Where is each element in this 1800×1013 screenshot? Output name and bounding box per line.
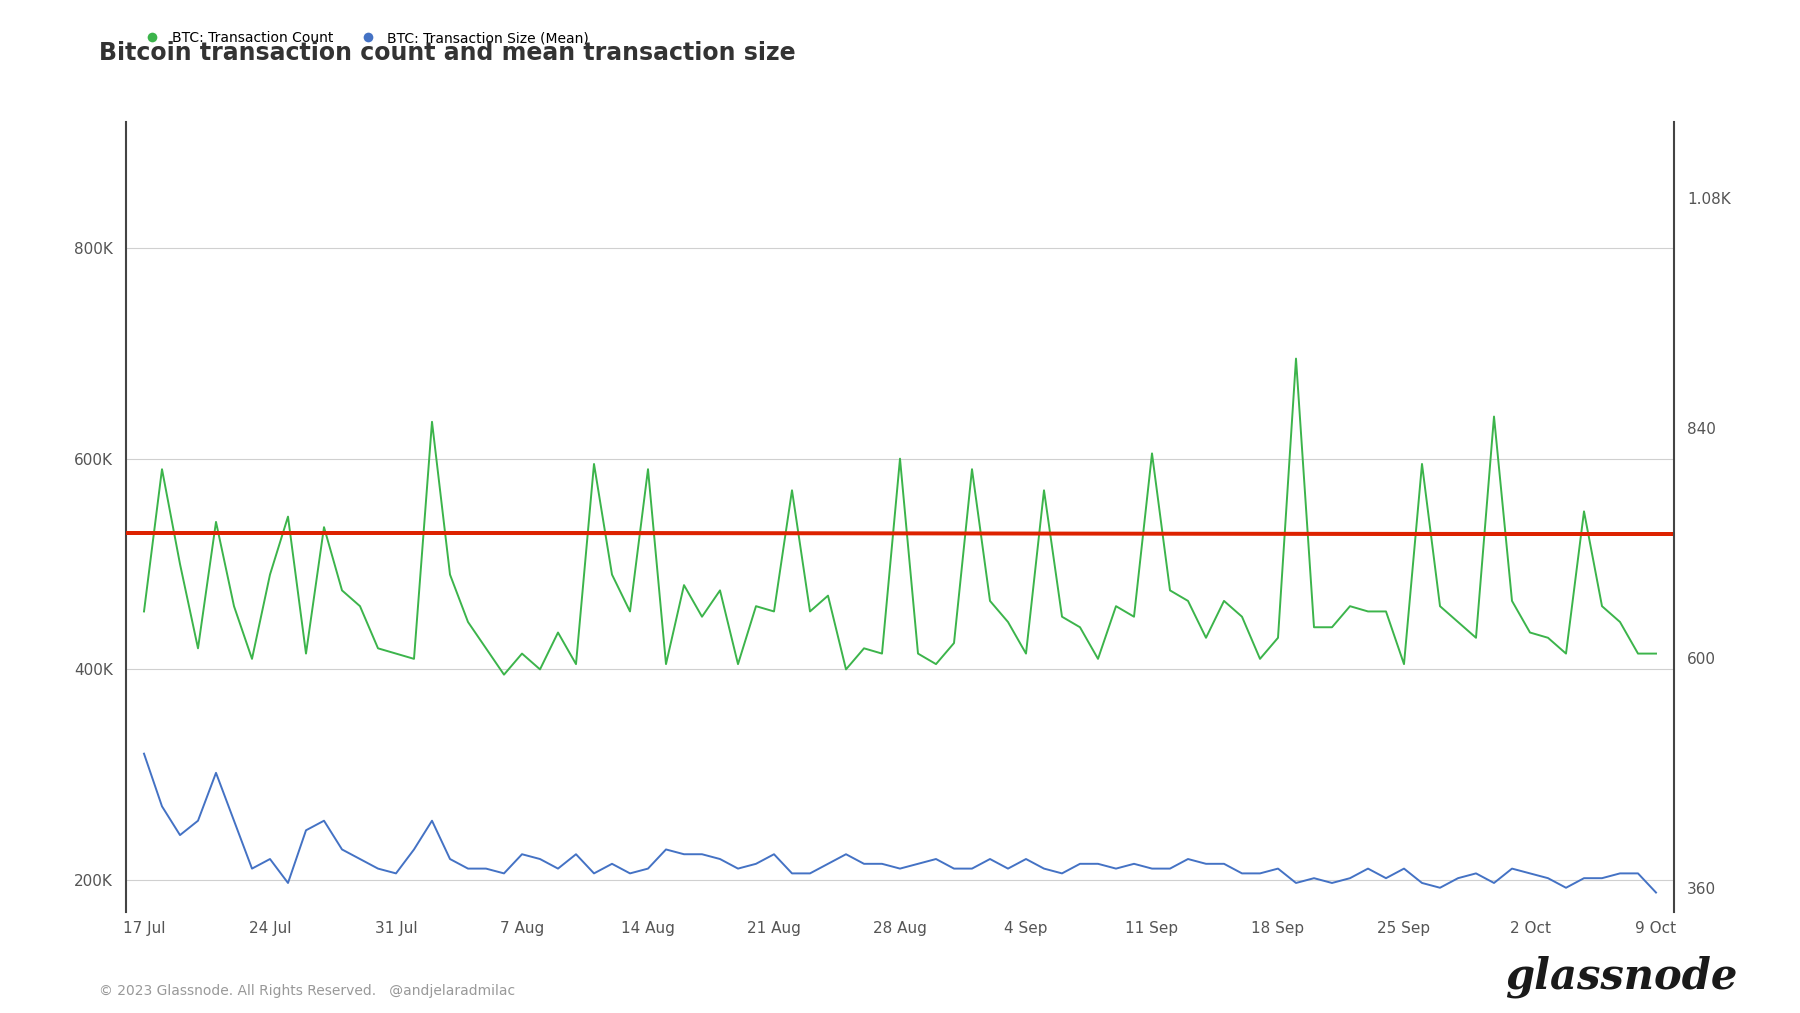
Text: Bitcoin transaction count and mean transaction size: Bitcoin transaction count and mean trans… <box>99 41 796 65</box>
Text: glassnode: glassnode <box>1505 955 1737 998</box>
Legend: BTC: Transaction Count, BTC: Transaction Size (Mean): BTC: Transaction Count, BTC: Transaction… <box>133 25 594 51</box>
Text: © 2023 Glassnode. All Rights Reserved.   @andjelaradmilac: © 2023 Glassnode. All Rights Reserved. @… <box>99 984 515 998</box>
